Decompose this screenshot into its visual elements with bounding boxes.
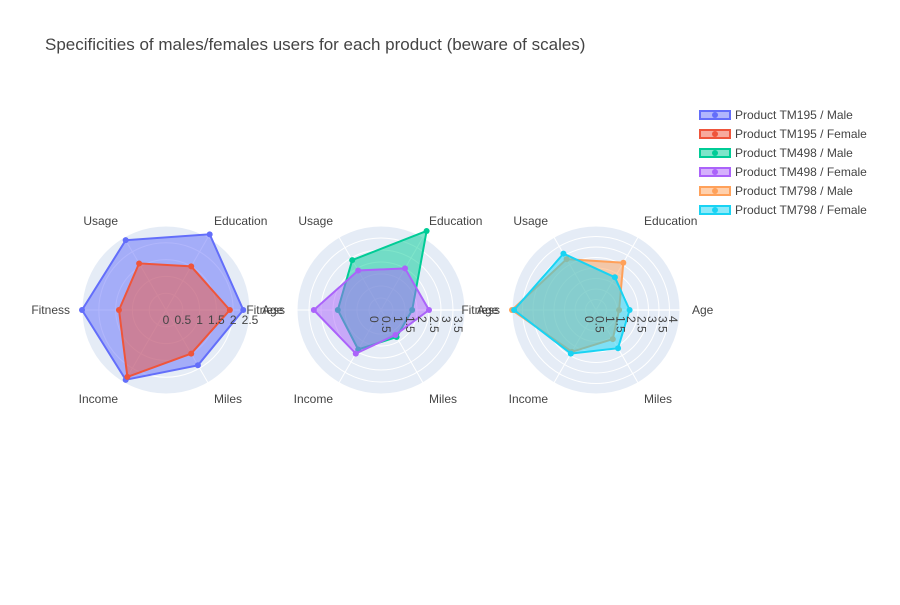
legend-marker xyxy=(712,112,718,118)
radial-tick-labels: 00.511.522.533.5 xyxy=(367,316,465,333)
radial-tick-label: 0.5 xyxy=(593,316,607,333)
angular-axis-label: Income xyxy=(509,392,549,406)
angular-axis-label: Miles xyxy=(214,392,242,406)
radial-tick-label: 2.5 xyxy=(242,313,259,327)
radial-tick-labels: 00.511.522.533.54 xyxy=(582,316,680,333)
data-point[interactable] xyxy=(122,237,129,244)
data-point[interactable] xyxy=(115,307,122,313)
data-point[interactable] xyxy=(620,259,627,266)
data-point[interactable] xyxy=(79,307,85,313)
legend[interactable]: Product TM195 / Male Product TM195 / Fema… xyxy=(699,108,867,217)
series-product-tm498-female[interactable] xyxy=(310,265,432,357)
radial-tick-label: 3.5 xyxy=(451,316,465,333)
legend-label: Product TM498 / Male xyxy=(735,146,853,160)
data-point[interactable] xyxy=(188,350,195,357)
chart-title: Specificities of males/females users for… xyxy=(45,35,585,54)
data-point[interactable] xyxy=(349,257,356,264)
legend-label: Product TM498 / Female xyxy=(735,165,867,179)
legend-item[interactable]: Product TM498 / Male xyxy=(699,146,853,160)
radial-tick-label: 0 xyxy=(367,316,381,323)
angular-axis-label: Education xyxy=(429,214,482,228)
radial-tick-label: 3.5 xyxy=(656,316,670,333)
data-point[interactable] xyxy=(206,231,213,238)
angular-axis-label: Fitness xyxy=(246,303,285,317)
data-point[interactable] xyxy=(240,307,247,313)
legend-marker xyxy=(712,169,718,175)
data-point[interactable] xyxy=(188,263,195,270)
data-point[interactable] xyxy=(194,362,201,369)
angular-axis-label: Education xyxy=(214,214,267,228)
radial-tick-label: 2 xyxy=(230,313,237,327)
radial-tick-label: 2 xyxy=(415,316,429,323)
data-point[interactable] xyxy=(626,307,633,313)
angular-axis-label: Fitness xyxy=(461,303,500,317)
data-point[interactable] xyxy=(423,228,430,235)
data-point[interactable] xyxy=(310,307,317,313)
series-product-tm195-female[interactable] xyxy=(115,260,233,380)
data-point[interactable] xyxy=(392,331,399,338)
data-point[interactable] xyxy=(124,373,131,380)
radial-tick-label: 2.5 xyxy=(427,316,441,333)
angular-axis-label: Usage xyxy=(298,214,333,228)
data-point[interactable] xyxy=(511,307,518,313)
legend-label: Product TM798 / Male xyxy=(735,184,853,198)
legend-label: Product TM195 / Female xyxy=(735,127,867,141)
data-point[interactable] xyxy=(615,345,622,352)
legend-item[interactable]: Product TM498 / Female xyxy=(699,165,867,179)
legend-marker xyxy=(712,131,718,137)
angular-axis-label: Income xyxy=(294,392,334,406)
legend-item[interactable]: Product TM798 / Male xyxy=(699,184,853,198)
angular-axis-label: Income xyxy=(79,392,119,406)
angular-axis-label: Miles xyxy=(644,392,672,406)
legend-item[interactable]: Product TM195 / Male xyxy=(699,108,853,122)
angular-axis-label: Age xyxy=(262,303,284,317)
radial-tick-label: 1 xyxy=(196,313,203,327)
data-point[interactable] xyxy=(611,274,618,281)
radial-tick-label: 0.5 xyxy=(379,316,393,333)
radial-tick-label: 1.5 xyxy=(208,313,225,327)
data-point[interactable] xyxy=(426,307,432,313)
radial-tick-label: 2.5 xyxy=(635,316,649,333)
radial-tick-label: 0 xyxy=(163,313,170,327)
data-point[interactable] xyxy=(402,265,408,272)
radial-tick-label: 0.5 xyxy=(174,313,191,327)
data-point[interactable] xyxy=(567,350,574,357)
radial-tick-label: 1.5 xyxy=(403,316,417,333)
legend-item[interactable]: Product TM798 / Female xyxy=(699,203,867,217)
angular-axis-label: Miles xyxy=(429,392,457,406)
radial-tick-label: 3 xyxy=(645,316,659,323)
radial-tick-label: 1 xyxy=(391,316,405,323)
angular-axis-label: Usage xyxy=(513,214,548,228)
data-point[interactable] xyxy=(352,350,359,357)
radial-tick-label: 4 xyxy=(666,316,680,323)
series-product-tm798-female[interactable] xyxy=(511,250,633,357)
data-point[interactable] xyxy=(355,267,362,274)
radial-tick-labels: 0 0.5 1 1.5 2 2.5 xyxy=(163,313,259,327)
radial-tick-label: 2 xyxy=(624,316,638,323)
data-point[interactable] xyxy=(560,250,567,257)
legend-label: Product TM798 / Female xyxy=(735,203,867,217)
radial-tick-label: 3 xyxy=(439,316,453,323)
radial-tick-label: 0 xyxy=(582,316,596,323)
legend-label: Product TM195 / Male xyxy=(735,108,853,122)
angular-axis-label: Age xyxy=(692,303,714,317)
legend-marker xyxy=(712,150,718,156)
data-point[interactable] xyxy=(136,260,143,267)
legend-item[interactable]: Product TM195 / Female xyxy=(699,127,867,141)
angular-axis-label: Usage xyxy=(83,214,118,228)
radial-tick-label: 1.5 xyxy=(614,316,628,333)
legend-marker xyxy=(712,188,718,194)
data-point[interactable] xyxy=(226,307,233,313)
legend-marker xyxy=(712,207,718,213)
angular-axis-label: Education xyxy=(644,214,697,228)
radial-tick-label: 1 xyxy=(603,316,617,323)
angular-axis-label: Fitness xyxy=(31,303,70,317)
angular-axis-label: Age xyxy=(477,303,499,317)
polar-subplot-1: Age Education Usage Fitness Income Miles 0 0.5 1… xyxy=(31,214,283,406)
